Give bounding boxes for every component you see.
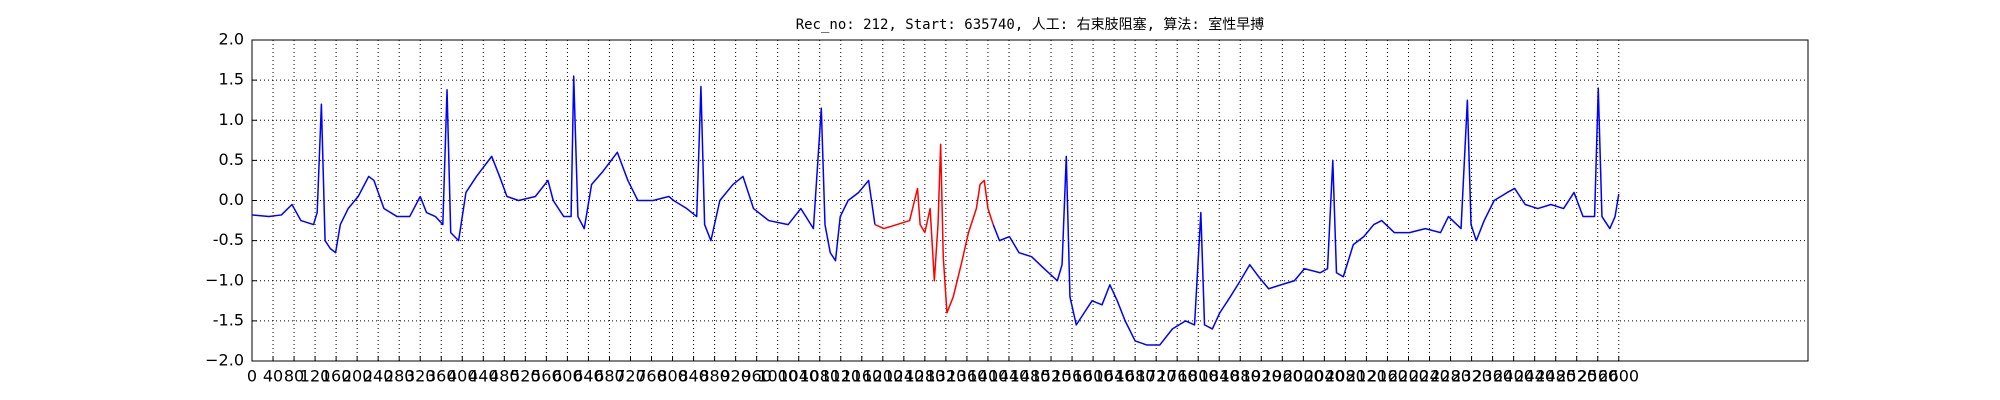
x-tick-label: 1640 bbox=[1094, 367, 1135, 386]
x-tick-label: 1840 bbox=[1199, 367, 1240, 386]
x-tick-label: 520 bbox=[510, 367, 541, 386]
line-series bbox=[874, 143, 994, 314]
x-tick-label: 240 bbox=[363, 367, 394, 386]
x-tick-label: 1120 bbox=[820, 367, 861, 386]
x-tick-label: 1880 bbox=[1220, 367, 1261, 386]
y-tick-label: -0.5 bbox=[213, 230, 244, 249]
x-tick-label: 2240 bbox=[1409, 367, 1450, 386]
x-tick-label: 2360 bbox=[1472, 367, 1513, 386]
x-tick-label: 2160 bbox=[1367, 367, 1408, 386]
chart-title: Rec_no: 212, Start: 635740, 人工: 右束肢阻塞, 算… bbox=[796, 16, 1265, 33]
y-tick-label: 0.0 bbox=[219, 190, 244, 209]
x-tick-label: 720 bbox=[615, 367, 646, 386]
x-tick-label: 1160 bbox=[841, 367, 882, 386]
x-tick-label: 920 bbox=[720, 367, 751, 386]
y-tick-label: 0.5 bbox=[219, 150, 244, 169]
x-tick-label: 1680 bbox=[1115, 367, 1156, 386]
x-tick-label: 1080 bbox=[799, 367, 840, 386]
x-tick-label: 2280 bbox=[1430, 367, 1471, 386]
x-tick-label: 320 bbox=[405, 367, 436, 386]
x-tick-label: 760 bbox=[636, 367, 667, 386]
x-tick-label: 440 bbox=[468, 367, 499, 386]
x-tick-label: 2040 bbox=[1304, 367, 1345, 386]
x-tick-label: 2120 bbox=[1346, 367, 1387, 386]
line-series bbox=[992, 87, 1620, 346]
x-tick-label: 1040 bbox=[778, 367, 819, 386]
x-tick-label: 1560 bbox=[1052, 367, 1093, 386]
x-tick-label: 2200 bbox=[1388, 367, 1429, 386]
x-tick-label: 1400 bbox=[968, 367, 1009, 386]
x-tick-label: 2560 bbox=[1577, 367, 1618, 386]
plot-frame bbox=[251, 39, 1809, 362]
x-tick-label: 800 bbox=[657, 367, 688, 386]
x-tick-label: 960 bbox=[741, 367, 772, 386]
x-tick-label: 80 bbox=[284, 367, 304, 386]
x-tick-label: 2600 bbox=[1598, 367, 1639, 386]
x-tick-label: 1960 bbox=[1262, 367, 1303, 386]
x-tick-label: 360 bbox=[426, 367, 457, 386]
x-tick-label: 2480 bbox=[1535, 367, 1576, 386]
x-tick-label: 1440 bbox=[989, 367, 1030, 386]
y-tick-label: 2.0 bbox=[219, 30, 244, 49]
x-tick-label: 1800 bbox=[1178, 367, 1219, 386]
y-tick-label: -1.5 bbox=[213, 310, 244, 329]
y-tick-label: −1.0 bbox=[205, 270, 244, 289]
y-tick-label: 1.5 bbox=[219, 70, 244, 89]
x-tick-label: 2400 bbox=[1493, 367, 1534, 386]
x-tick-label: 1000 bbox=[757, 367, 798, 386]
x-tick-label: 480 bbox=[489, 367, 520, 386]
x-tick-label: 880 bbox=[699, 367, 730, 386]
x-tick-label: 560 bbox=[531, 367, 562, 386]
x-tick-label: 1520 bbox=[1031, 367, 1072, 386]
x-tick-label: 120 bbox=[300, 367, 331, 386]
x-tick-label: 1360 bbox=[947, 367, 988, 386]
x-tick-label: 280 bbox=[384, 367, 415, 386]
y-tick-label: −2.0 bbox=[205, 351, 244, 370]
x-tick-label: 840 bbox=[678, 367, 709, 386]
line-series bbox=[251, 75, 876, 262]
x-tick-label: 400 bbox=[447, 367, 478, 386]
x-tick-label: 2000 bbox=[1283, 367, 1324, 386]
x-tick-label: 1240 bbox=[883, 367, 924, 386]
x-tick-label: 680 bbox=[594, 367, 625, 386]
x-tick-label: 2320 bbox=[1451, 367, 1492, 386]
x-tick-label: 40 bbox=[263, 367, 283, 386]
x-tick-label: 640 bbox=[573, 367, 604, 386]
x-tick-label: 2440 bbox=[1514, 367, 1555, 386]
x-tick-label: 2080 bbox=[1325, 367, 1366, 386]
x-tick-label: 1320 bbox=[926, 367, 967, 386]
x-tick-label: 1760 bbox=[1157, 367, 1198, 386]
x-tick-label: 1600 bbox=[1073, 367, 1114, 386]
x-tick-label: 1480 bbox=[1010, 367, 1051, 386]
x-tick-label: 1920 bbox=[1241, 367, 1282, 386]
x-tick-label: 160 bbox=[321, 367, 352, 386]
x-tick-label: 200 bbox=[342, 367, 373, 386]
x-tick-label: 1200 bbox=[862, 367, 903, 386]
x-tick-label: 600 bbox=[552, 367, 583, 386]
x-tick-label: 2520 bbox=[1556, 367, 1597, 386]
x-tick-label: 1720 bbox=[1136, 367, 1177, 386]
y-tick-label: 1.0 bbox=[219, 110, 244, 129]
x-tick-label: 1280 bbox=[905, 367, 946, 386]
x-tick-label: 0 bbox=[247, 367, 257, 386]
